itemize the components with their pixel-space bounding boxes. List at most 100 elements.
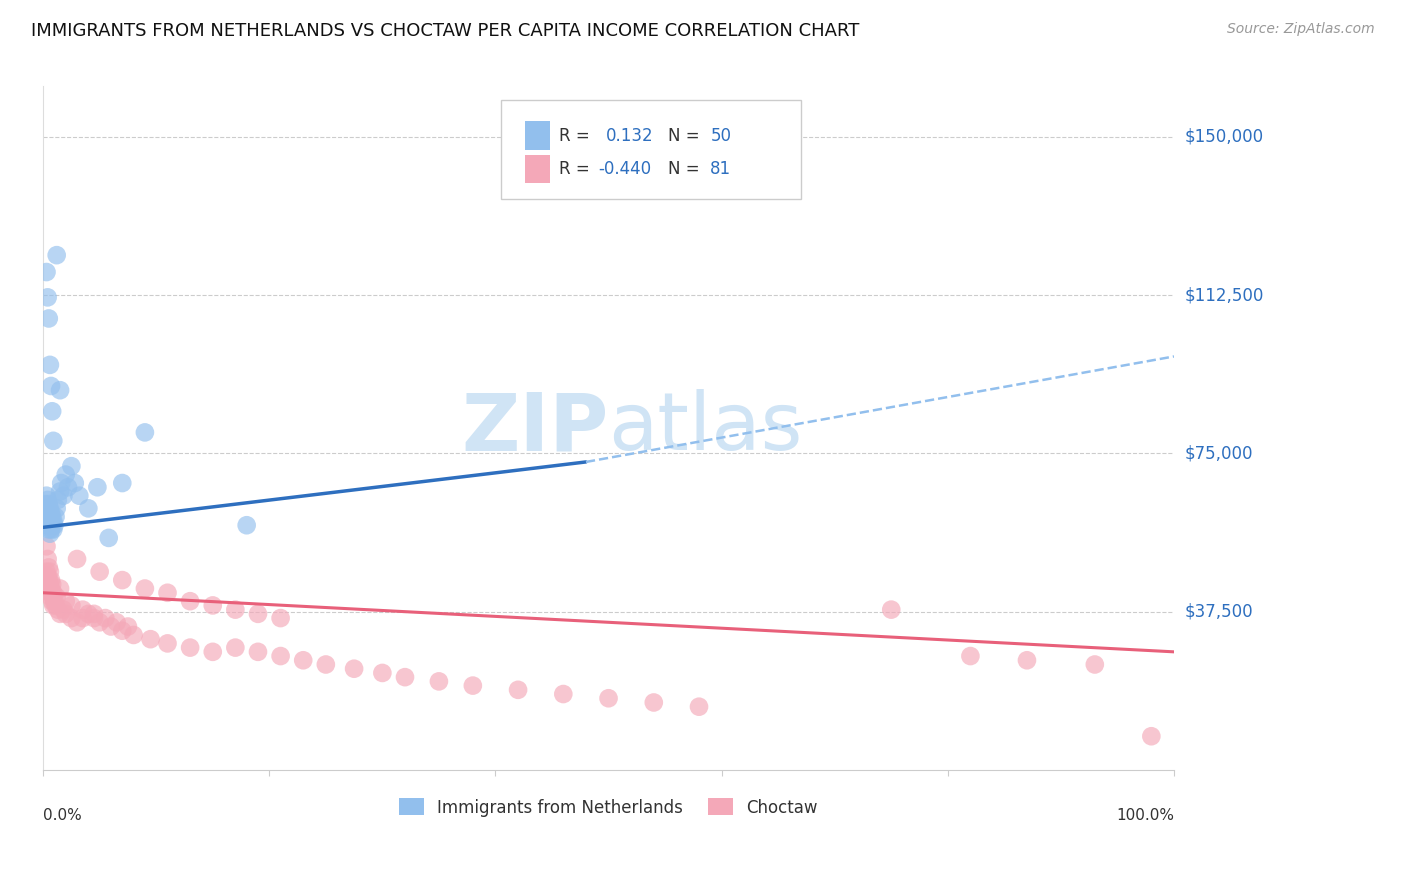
Point: [35, 539, 58, 553]
Text: $75,000: $75,000: [1185, 444, 1254, 462]
Point: [83, 611, 105, 625]
Text: R =: R =: [558, 127, 589, 145]
FancyBboxPatch shape: [524, 121, 550, 150]
Point: [41, 509, 63, 524]
Point: [34, 509, 56, 524]
Point: [51, 476, 73, 491]
Point: [201, 599, 224, 613]
Text: -0.440: -0.440: [599, 160, 651, 178]
Text: R =: R =: [558, 160, 589, 178]
Point: [461, 679, 484, 693]
Point: [39, 514, 62, 528]
Point: [394, 670, 416, 684]
Point: [34, 569, 56, 583]
Point: [37, 492, 59, 507]
Point: [39, 523, 62, 537]
Point: [880, 602, 903, 616]
Point: [35, 489, 58, 503]
Text: $37,500: $37,500: [1185, 603, 1254, 621]
Point: [89, 565, 111, 579]
Point: [83, 607, 105, 621]
Point: [41, 594, 63, 608]
Point: [38, 577, 60, 591]
Point: [52, 489, 75, 503]
Point: [35, 514, 58, 528]
Point: [38, 523, 60, 537]
Point: [39, 582, 62, 596]
Point: [37, 518, 59, 533]
Point: [34, 577, 56, 591]
Point: [60, 599, 83, 613]
Point: [55, 607, 77, 621]
Text: Source: ZipAtlas.com: Source: ZipAtlas.com: [1227, 22, 1375, 37]
Point: [41, 518, 63, 533]
Point: [66, 552, 89, 566]
Point: [44, 518, 66, 533]
Point: [134, 425, 156, 440]
Point: [49, 383, 72, 397]
Point: [343, 662, 366, 676]
Point: [39, 573, 62, 587]
Point: [1015, 653, 1038, 667]
Point: [270, 611, 292, 625]
Text: 0.132: 0.132: [606, 127, 654, 145]
Point: [315, 657, 337, 672]
Point: [52, 602, 75, 616]
Point: [246, 607, 269, 621]
Point: [38, 560, 60, 574]
Point: [67, 489, 90, 503]
Point: [41, 586, 63, 600]
Point: [77, 501, 100, 516]
Text: $150,000: $150,000: [1185, 128, 1264, 146]
Point: [111, 573, 134, 587]
Text: 81: 81: [710, 160, 731, 178]
FancyBboxPatch shape: [524, 154, 550, 184]
Point: [42, 586, 65, 600]
Point: [77, 607, 100, 621]
Point: [56, 480, 79, 494]
Point: [49, 582, 72, 596]
Point: [179, 640, 201, 655]
Point: [506, 682, 529, 697]
Point: [122, 628, 145, 642]
Point: [179, 594, 201, 608]
Point: [44, 594, 66, 608]
Point: [959, 648, 981, 663]
Text: ZIP: ZIP: [461, 389, 609, 467]
Point: [39, 506, 62, 520]
Point: [235, 518, 257, 533]
Legend: Immigrants from Netherlands, Choctaw: Immigrants from Netherlands, Choctaw: [392, 792, 825, 823]
Point: [41, 577, 63, 591]
Point: [45, 248, 67, 262]
Point: [86, 480, 108, 494]
Point: [89, 615, 111, 630]
Point: [42, 434, 65, 448]
Point: [45, 509, 67, 524]
Point: [38, 582, 60, 596]
Point: [37, 506, 59, 520]
Point: [371, 665, 394, 680]
Point: [37, 552, 59, 566]
Point: [49, 607, 72, 621]
Point: [38, 501, 60, 516]
Point: [49, 484, 72, 499]
Point: [41, 404, 63, 418]
Point: [643, 696, 665, 710]
Point: [246, 645, 269, 659]
Point: [45, 590, 67, 604]
Point: [38, 358, 60, 372]
Point: [39, 590, 62, 604]
Point: [55, 467, 77, 482]
Point: [156, 586, 179, 600]
Point: [224, 640, 246, 655]
Text: 50: 50: [710, 127, 731, 145]
Point: [63, 476, 86, 491]
Point: [37, 577, 59, 591]
Point: [55, 594, 77, 608]
Point: [270, 648, 292, 663]
Point: [46, 492, 69, 507]
Point: [94, 611, 117, 625]
Point: [35, 573, 58, 587]
Point: [38, 526, 60, 541]
Point: [72, 602, 94, 616]
